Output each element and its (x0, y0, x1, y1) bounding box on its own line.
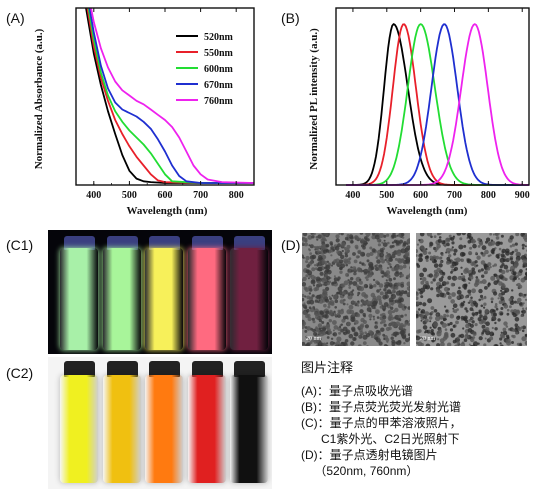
pl-x-tick-label: 500 (379, 190, 394, 201)
absorbance-chart: 400 500 600 700 800 520nm 550nm 600nm 670nm 760n… (33, 7, 255, 217)
daylight-vial-cap (149, 361, 180, 377)
absorbance-x-tick-label: 700 (193, 190, 208, 201)
legend-label-670nm: 670nm (204, 80, 234, 91)
panel-label-d: (D) (281, 237, 301, 253)
tem-right-texture (416, 233, 527, 346)
pl-axes: 400 500 600 700 800 900 (335, 7, 530, 201)
absorbance-series-760nm (90, 7, 255, 184)
absorbance-x-axis-title: Wavelength (nm) (127, 205, 208, 217)
absorbance-series-670nm (88, 7, 254, 184)
uv-vial (60, 248, 98, 350)
absorbance-x-tick-label: 800 (229, 190, 244, 201)
notes-list: (A)：量子点吸收光谱 (B)：量子点荧光荧光发射光谱 (C)：量子点的甲苯溶液… (301, 383, 551, 479)
pl-intensity-chart: 400 500 600 700 800 900 Wavelength (nm) Norma… (308, 7, 530, 217)
tem-image-760nm: 20 nm (416, 233, 527, 346)
panel-label-b: (B) (281, 10, 300, 26)
note-line: （520nm, 760nm） (301, 464, 419, 478)
legend-label-520nm: 520nm (204, 32, 234, 43)
daylight-vial (103, 375, 141, 483)
absorbance-series-600nm (87, 7, 254, 184)
daylight-vial-cap (64, 361, 95, 377)
pl-x-tick-label: 400 (345, 190, 360, 201)
note-line: (D)：量子点透射电镜图片 (301, 448, 438, 462)
absorbance-axes: 400 500 600 700 800 (75, 7, 255, 201)
panel-label-c2: (C2) (6, 365, 34, 381)
uv-vial (145, 248, 183, 350)
absorbance-x-tick-label: 400 (86, 190, 101, 201)
pl-x-axis-title: Wavelength (nm) (387, 205, 468, 217)
tem-scale-label-right: 20 nm (420, 336, 436, 342)
notes-title: 图片注释 (301, 360, 354, 375)
daylight-vial (145, 375, 183, 483)
absorbance-x-tick-label: 600 (158, 190, 173, 201)
legend-label-550nm: 550nm (204, 48, 234, 59)
legend-label-600nm: 600nm (204, 64, 234, 75)
absorbance-x-tick-label: 500 (122, 190, 137, 201)
note-line: (A)：量子点吸收光谱 (301, 384, 413, 398)
daylight-vial-cap (192, 361, 223, 377)
daylight-vials-photo (48, 357, 272, 489)
legend-label-760nm: 760nm (204, 96, 234, 107)
daylight-vial (60, 375, 98, 483)
uv-vial (230, 248, 268, 350)
daylight-vial-cap (234, 361, 265, 377)
tem-left-texture (302, 233, 410, 346)
absorbance-series-550nm (86, 7, 254, 184)
uv-vial (103, 248, 141, 350)
note-line: C1紫外光、C2日光照射下 (301, 432, 460, 446)
tem-image-520nm: 20 nm (302, 233, 410, 346)
pl-plot-area (346, 23, 529, 186)
pl-x-tick-label: 600 (413, 190, 428, 201)
uv-vial-cap (64, 236, 95, 250)
tem-scale-label-left: 20 nm (306, 336, 322, 342)
daylight-vial (230, 375, 268, 483)
absorbance-legend: 520nm 550nm 600nm 670nm 760nm (176, 32, 234, 107)
note-line: (C)：量子点的甲苯溶液照片， (301, 416, 462, 430)
pl-y-axis-title: Normalized PL intensity (a.u.) (308, 28, 320, 170)
pl-frame (335, 7, 530, 186)
uv-vial (188, 248, 226, 350)
note-line: (B)：量子点荧光荧光发射光谱 (301, 400, 461, 414)
uv-vial-cap (149, 236, 180, 250)
panel-label-c1: (C1) (6, 237, 34, 253)
daylight-vial-cap (107, 361, 138, 377)
uv-vial-cap (107, 236, 138, 250)
pl-x-tick-label: 900 (515, 190, 530, 201)
uv-vials-photo (48, 230, 272, 354)
uv-vial-cap (234, 236, 265, 250)
absorbance-y-axis-title: Normalized Absorbance (a.u.) (33, 28, 45, 169)
uv-vial-cap (192, 236, 223, 250)
daylight-vial (188, 375, 226, 483)
pl-x-tick-label: 800 (481, 190, 496, 201)
pl-x-tick-label: 700 (447, 190, 462, 201)
panel-label-a: (A) (6, 10, 25, 26)
